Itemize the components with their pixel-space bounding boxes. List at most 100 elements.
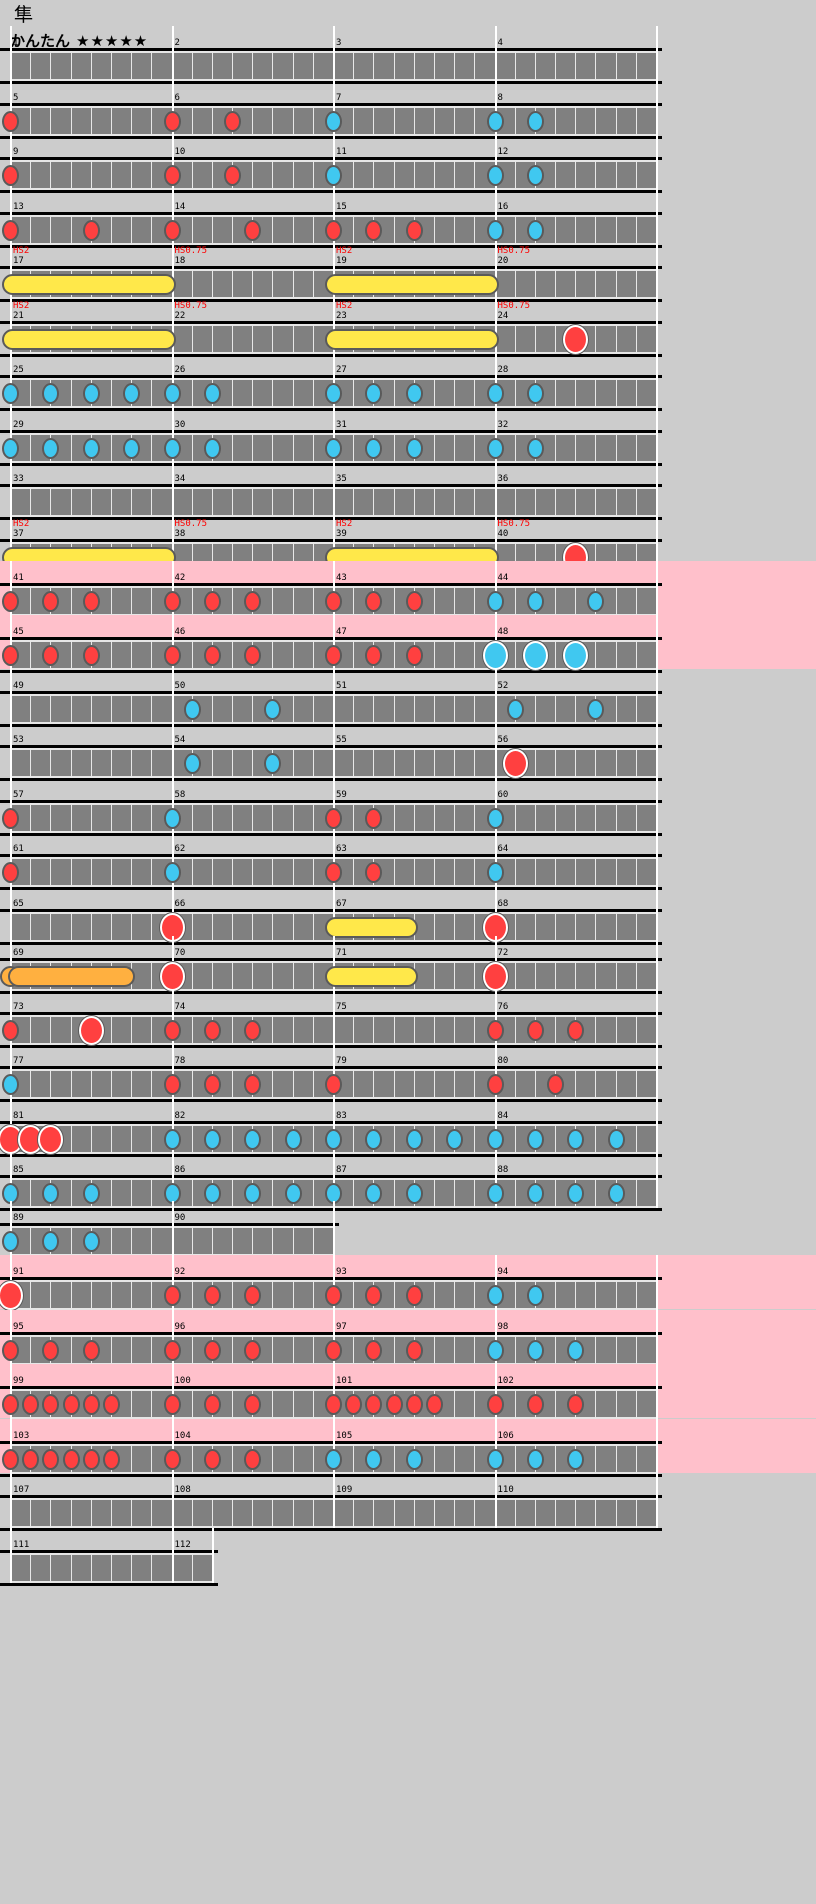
don-note: [42, 645, 60, 666]
beat-division-line: [353, 1444, 355, 1474]
beat-division-line: [595, 487, 597, 517]
don-note: [365, 1340, 383, 1361]
beat-division-line: [635, 640, 637, 670]
measure-bar-line: [656, 517, 658, 572]
don-note: [2, 1449, 19, 1470]
ka-note: [42, 383, 60, 404]
measure-bar-line: [333, 462, 335, 517]
measure-bar-line: [171, 1364, 174, 1419]
don-note: [163, 111, 181, 132]
measure-bar-line: [333, 936, 335, 991]
beat-division-line: [514, 857, 516, 887]
measure-bar-line: [494, 353, 497, 408]
beat-division-line: [413, 160, 415, 190]
beat-division-line: [474, 433, 476, 463]
beat-division-line: [413, 694, 415, 724]
beat-division-line: [635, 803, 637, 833]
beat-division-line: [312, 51, 314, 81]
measure-bar-line: [171, 462, 174, 517]
measure-bar-line: [656, 778, 658, 833]
beat-division-line: [292, 1015, 294, 1045]
big-don-note: [159, 962, 185, 991]
beat-division-line: [110, 694, 112, 724]
beat-division-line: [454, 961, 456, 991]
beat-division-line: [131, 1226, 133, 1256]
beat-division-line: [151, 748, 153, 778]
measure-number: 93: [336, 1267, 347, 1277]
beat-division-line: [393, 433, 395, 463]
beat-division-line: [514, 51, 516, 81]
ka-note: [82, 383, 100, 404]
measure-bar-line: [333, 1419, 335, 1474]
beat-division-line: [353, 1069, 355, 1099]
don-note: [203, 1394, 221, 1415]
beat-division-line: [555, 803, 557, 833]
beat-division-line: [534, 51, 536, 81]
beat-division-line: [211, 106, 213, 136]
don-note: [163, 1020, 181, 1041]
lane-bottom-border: [0, 1099, 662, 1102]
beat-division-line: [353, 433, 355, 463]
ka-note: [486, 111, 504, 132]
measure-bar-line: [656, 832, 658, 887]
scroll-speed-marker: HS0.75: [174, 519, 208, 529]
beat-division-line: [555, 378, 557, 408]
beat-division-line: [272, 1335, 274, 1365]
measure-number: 54: [174, 735, 186, 745]
beat-division-line: [50, 160, 52, 190]
beat-division-line: [272, 160, 274, 190]
beat-division-line: [433, 1444, 435, 1474]
measure-bar-line: [171, 353, 174, 408]
measure-number: 102: [497, 1376, 514, 1386]
measure-bar-line: [10, 887, 12, 942]
beat-division-line: [353, 803, 355, 833]
don-note: [547, 1074, 565, 1095]
scroll-speed-marker: HS0.75: [497, 246, 531, 256]
beat-division-line: [312, 106, 314, 136]
lane-top-border: [0, 375, 662, 378]
scroll-speed-marker: HS0.75: [174, 301, 208, 311]
measure-bar-line: [494, 1419, 497, 1474]
beat-division-line: [555, 961, 557, 991]
beat-division-line: [575, 912, 577, 942]
measure-number: 36: [497, 474, 509, 484]
beat-division-line: [191, 433, 193, 463]
ka-note: [486, 165, 504, 186]
beat-division-line: [353, 106, 355, 136]
beat-division-line: [555, 1015, 557, 1045]
measure-number: 8: [497, 93, 503, 103]
ka-note: [506, 699, 524, 720]
lane-bottom-border: [0, 408, 662, 411]
measure-number: 28: [497, 365, 509, 375]
beat-division-line: [131, 51, 133, 81]
beat-division-line: [292, 269, 294, 299]
ka-note: [526, 591, 544, 612]
beat-division-line: [595, 961, 597, 991]
lane-bottom-border: [0, 245, 662, 248]
beat-division-line: [252, 378, 254, 408]
measure-number: 18: [174, 256, 186, 266]
measure-bar-line: [494, 1310, 497, 1365]
beat-division-line: [635, 433, 637, 463]
beat-division-line: [30, 215, 32, 245]
measure-number: 87: [336, 1165, 347, 1175]
lane-top-border: [0, 1066, 662, 1069]
beat-division-line: [595, 106, 597, 136]
beat-division-line: [151, 803, 153, 833]
beat-division-line: [534, 961, 536, 991]
measure-bar-line: [10, 1528, 12, 1583]
beat-division-line: [433, 694, 435, 724]
beat-division-line: [90, 1069, 92, 1099]
measure-number: 80: [497, 1056, 509, 1066]
beat-division-line: [252, 160, 254, 190]
measure-number: 13: [13, 202, 24, 212]
beat-division-line: [454, 1280, 456, 1310]
don-note: [365, 220, 383, 241]
beat-division-line: [70, 1498, 72, 1528]
beat-division-line: [615, 1069, 617, 1099]
beat-division-line: [30, 160, 32, 190]
beat-division-line: [635, 378, 637, 408]
beat-division-line: [595, 912, 597, 942]
beat-division-line: [454, 160, 456, 190]
beat-division-line: [30, 1015, 32, 1045]
